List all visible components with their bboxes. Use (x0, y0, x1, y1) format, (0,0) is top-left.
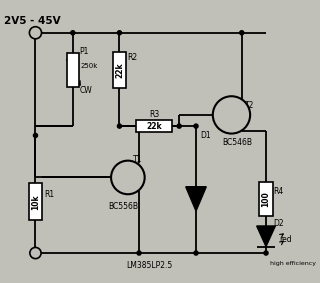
Circle shape (264, 251, 268, 255)
Text: high efficiency: high efficiency (270, 260, 316, 265)
Text: 100: 100 (261, 191, 270, 207)
Text: LM385LP2.5: LM385LP2.5 (126, 260, 172, 269)
Text: BC556B: BC556B (108, 202, 138, 211)
Text: D2: D2 (274, 219, 284, 228)
Polygon shape (257, 226, 275, 246)
Circle shape (117, 124, 122, 128)
Circle shape (194, 251, 198, 255)
Text: R4: R4 (274, 187, 284, 196)
Text: R1: R1 (44, 190, 54, 199)
Circle shape (177, 124, 181, 128)
Circle shape (240, 31, 244, 35)
Text: R2: R2 (127, 53, 137, 61)
Text: 10k: 10k (31, 194, 40, 209)
Text: 2V5 - 45V: 2V5 - 45V (4, 16, 60, 26)
Circle shape (117, 31, 122, 35)
Text: 250k: 250k (80, 63, 98, 69)
Circle shape (213, 96, 250, 134)
Text: 22k: 22k (146, 122, 162, 130)
Bar (113, 52, 126, 88)
Text: R3: R3 (149, 110, 160, 119)
Circle shape (71, 31, 75, 35)
Text: CW: CW (79, 86, 92, 95)
Circle shape (29, 27, 42, 39)
Text: T2: T2 (244, 101, 254, 110)
Circle shape (137, 251, 141, 255)
Text: 0: 0 (33, 248, 38, 258)
Circle shape (111, 161, 145, 194)
Text: P1: P1 (79, 47, 89, 56)
Text: T1: T1 (132, 155, 142, 164)
Text: 22k: 22k (115, 62, 124, 78)
Bar (29, 183, 42, 220)
Circle shape (194, 124, 198, 128)
Circle shape (33, 133, 37, 138)
Text: red: red (279, 235, 292, 244)
Bar (136, 121, 172, 132)
Text: +: + (31, 28, 40, 38)
Text: BC546B: BC546B (222, 138, 252, 147)
Bar (260, 182, 273, 216)
Bar (67, 53, 79, 87)
Polygon shape (186, 187, 206, 211)
Circle shape (30, 247, 41, 259)
Text: D1: D1 (201, 131, 211, 140)
